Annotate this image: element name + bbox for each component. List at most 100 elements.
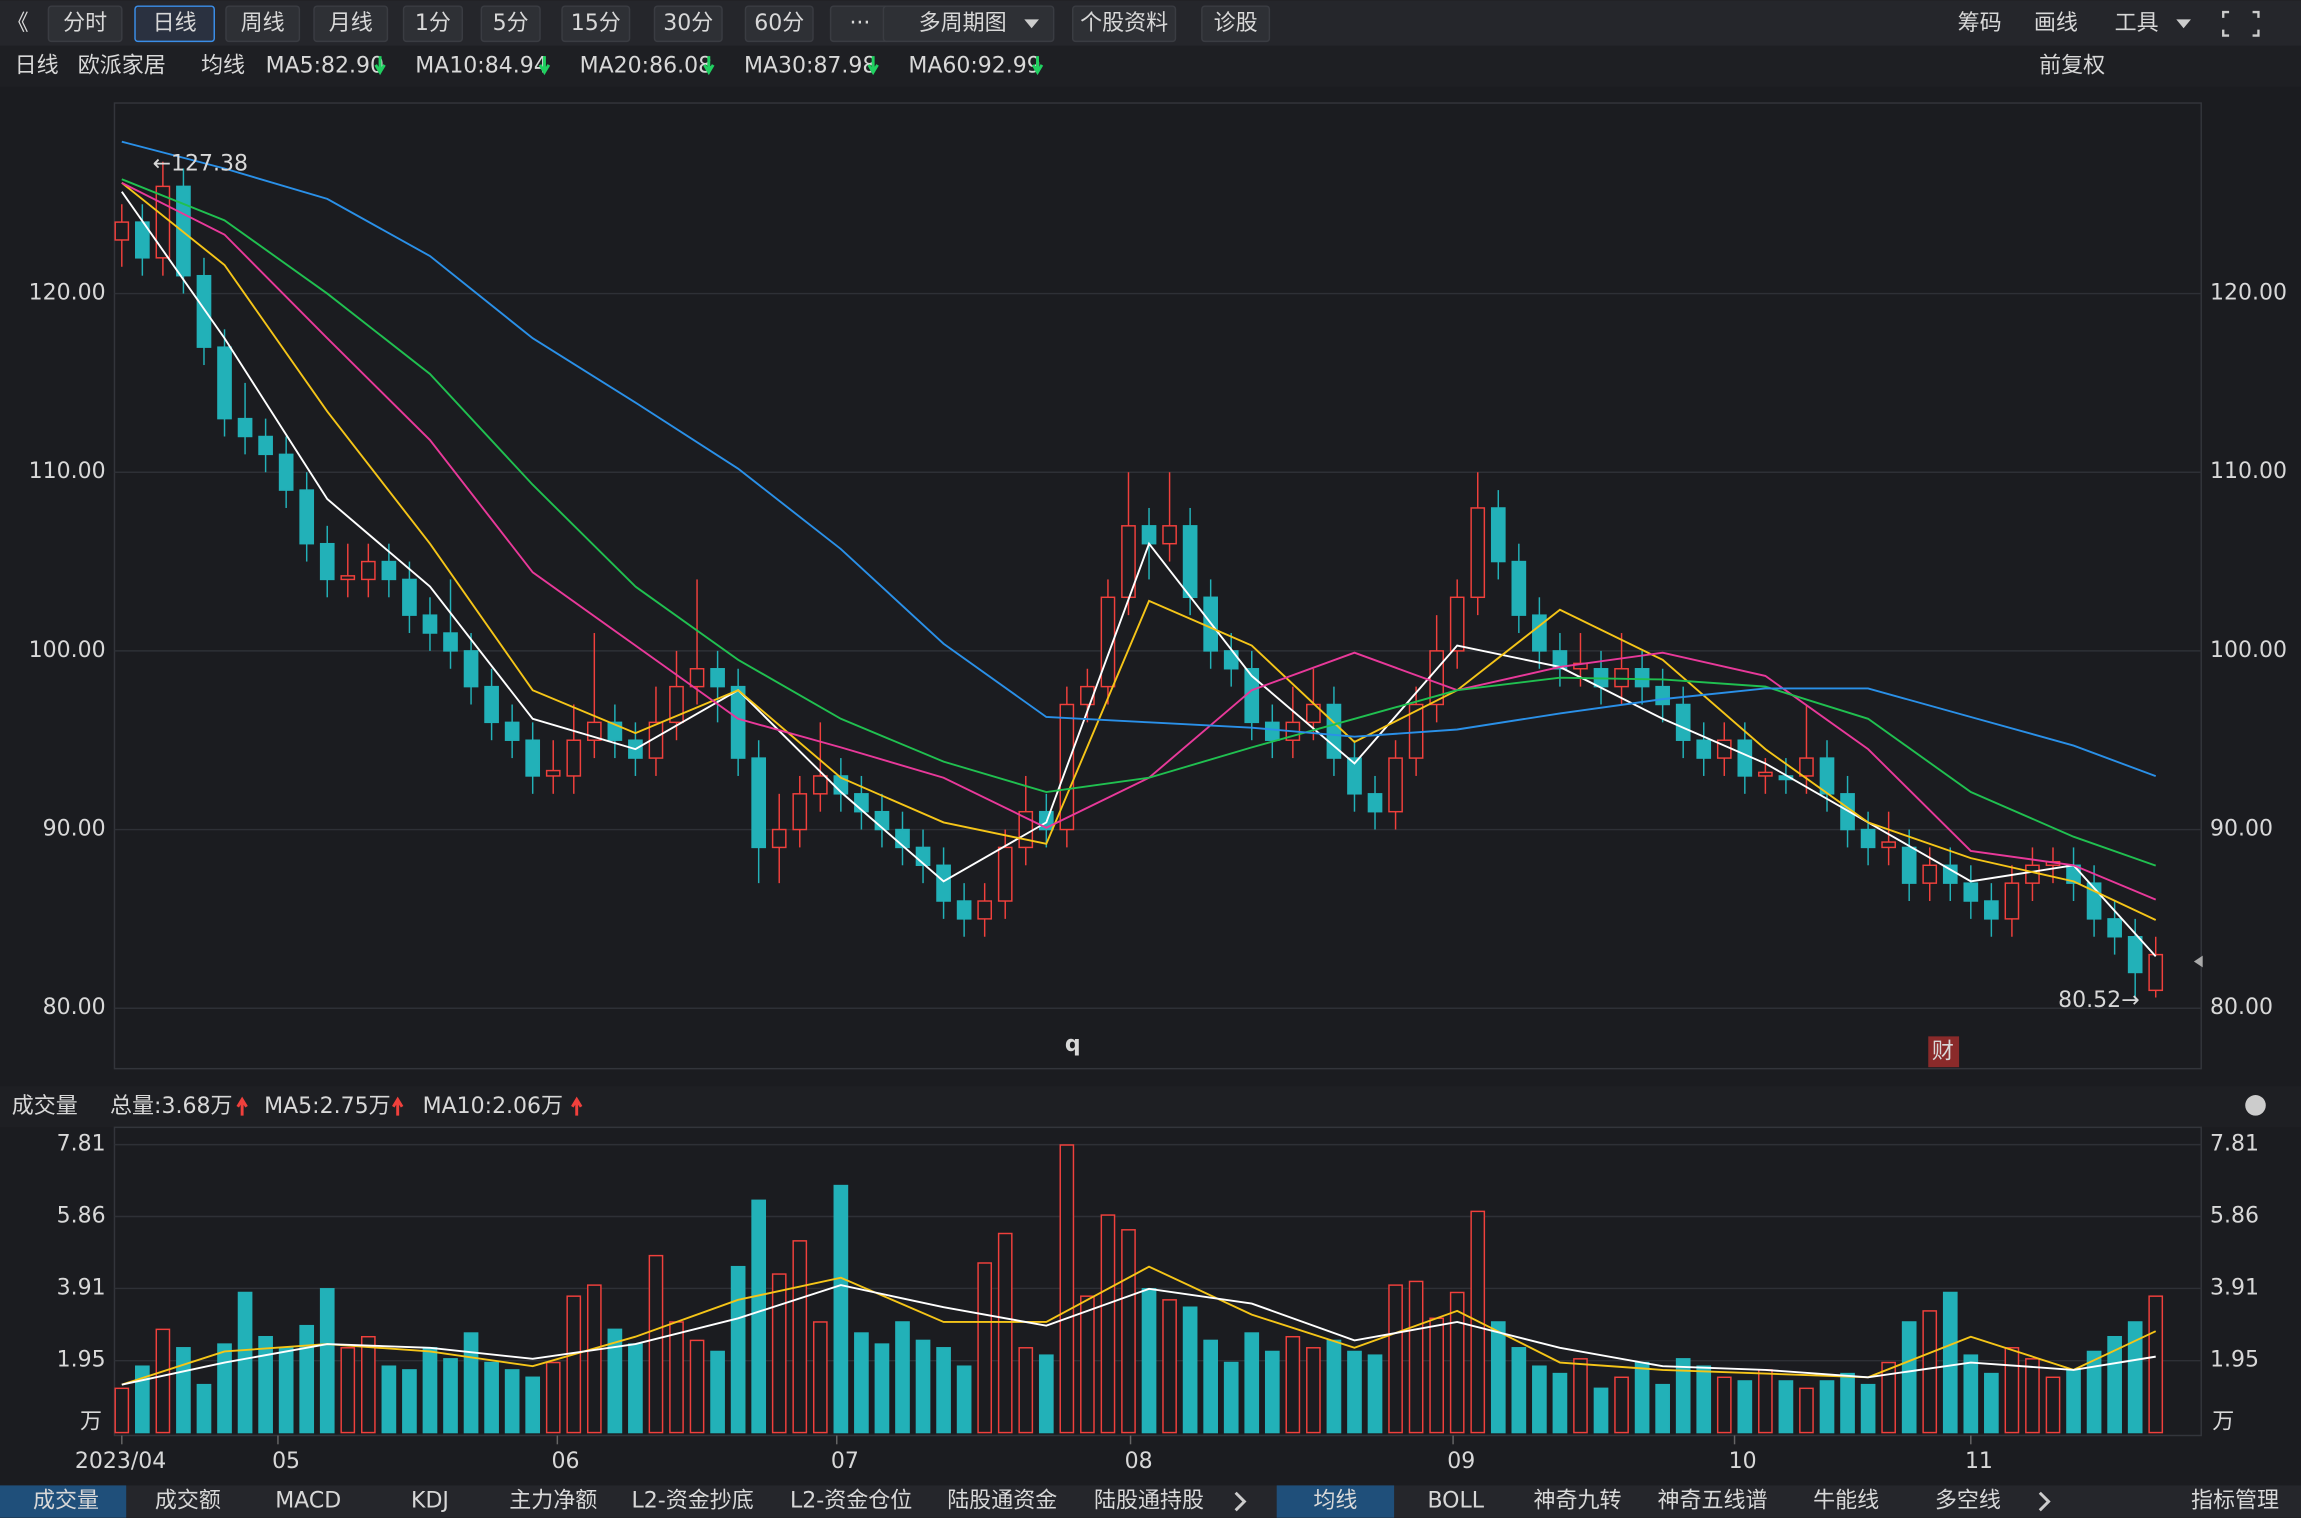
candle-body bbox=[1922, 864, 1938, 884]
volume-bar bbox=[463, 1332, 479, 1434]
candle-body bbox=[278, 453, 294, 491]
toolbar-label[interactable]: 个股资料 bbox=[1080, 11, 1168, 36]
volume-bar bbox=[648, 1254, 664, 1434]
toolbar-button[interactable] bbox=[47, 5, 123, 43]
volume-bar bbox=[1942, 1291, 1958, 1434]
toolbar-label[interactable]: 5分 bbox=[493, 11, 529, 36]
toolbar-button[interactable] bbox=[402, 5, 463, 43]
candle-body bbox=[1264, 721, 1280, 741]
toolbar-label[interactable]: 画线 bbox=[2034, 11, 2078, 36]
candle-body bbox=[730, 685, 746, 759]
toolbar-button[interactable] bbox=[1201, 5, 1271, 43]
candle-body bbox=[217, 346, 232, 420]
volume-bar bbox=[114, 1387, 130, 1434]
tab[interactable]: 成交额 bbox=[155, 1489, 221, 1514]
volume-bar bbox=[217, 1343, 232, 1434]
tab[interactable]: 神奇九转 bbox=[1534, 1489, 1622, 1514]
event-marker[interactable]: 财 bbox=[1932, 1039, 1954, 1064]
tab[interactable]: MACD bbox=[275, 1489, 341, 1514]
ma-line bbox=[121, 1265, 2157, 1386]
candle-body bbox=[997, 846, 1013, 902]
toolbar-button[interactable] bbox=[561, 5, 631, 43]
candle-body bbox=[2004, 882, 2020, 920]
tab[interactable]: 成交量 bbox=[33, 1489, 99, 1514]
toolbar-label[interactable]: 日线 bbox=[153, 11, 197, 36]
x-tick-label: 05 bbox=[272, 1449, 300, 1474]
toolbar-label[interactable]: 工具 bbox=[2115, 11, 2159, 36]
candle-body bbox=[545, 769, 561, 777]
tab[interactable]: 神奇五线谱 bbox=[1658, 1489, 1768, 1514]
toolbar-label[interactable]: 60分 bbox=[754, 11, 804, 36]
tab[interactable]: L2-资金仓位 bbox=[790, 1489, 912, 1514]
tab[interactable]: 均线 bbox=[1313, 1489, 1357, 1514]
tab[interactable]: 主力净额 bbox=[509, 1489, 597, 1514]
event-marker[interactable]: q bbox=[1065, 1032, 1081, 1057]
event-badge[interactable] bbox=[1928, 1036, 1960, 1068]
volume-bar bbox=[1716, 1376, 1732, 1434]
down-arrow bbox=[703, 56, 715, 76]
tab[interactable]: KDJ bbox=[411, 1489, 449, 1514]
tab-scroll[interactable] bbox=[2038, 1491, 2051, 1512]
tab[interactable]: 牛能线 bbox=[1813, 1489, 1879, 1514]
tab[interactable]: 多空线 bbox=[1935, 1489, 2001, 1514]
tab-scroll[interactable] bbox=[1234, 1491, 1247, 1512]
volume-bar bbox=[1388, 1284, 1403, 1434]
high-annotation: ←127.38 bbox=[153, 152, 248, 177]
tab[interactable]: 陆股通持股 bbox=[1094, 1489, 1204, 1514]
volume-bar bbox=[628, 1343, 643, 1434]
toolbar-label[interactable]: 分时 bbox=[63, 11, 107, 36]
volume-bar bbox=[1059, 1144, 1075, 1434]
legend-entry: MA10:2.06万 bbox=[423, 1094, 563, 1119]
candle-body bbox=[751, 757, 767, 849]
tab[interactable]: BOLL bbox=[1427, 1489, 1484, 1514]
volume-bar bbox=[196, 1383, 212, 1434]
candle-body bbox=[319, 542, 335, 581]
volume-bar bbox=[402, 1369, 417, 1434]
toolbar-label[interactable]: 诊股 bbox=[1214, 11, 1258, 36]
toolbar-label[interactable]: 周线 bbox=[241, 11, 285, 36]
tab-selected[interactable] bbox=[1276, 1485, 1395, 1518]
candle-body bbox=[1901, 846, 1917, 884]
candle-body bbox=[360, 560, 376, 581]
toolbar-label[interactable]: 1分 bbox=[415, 11, 451, 36]
tab[interactable]: 指标管理 bbox=[2191, 1489, 2279, 1514]
toolbar-button[interactable] bbox=[134, 5, 215, 43]
toolbar-label[interactable]: 多周期图 bbox=[919, 11, 1007, 36]
candle-body bbox=[422, 614, 438, 634]
toolbar-button[interactable] bbox=[882, 5, 1055, 43]
toolbar-label[interactable]: ··· bbox=[849, 11, 870, 36]
toolbar-button[interactable] bbox=[653, 5, 723, 43]
volume-bar bbox=[1162, 1299, 1177, 1434]
toolbar-button[interactable] bbox=[313, 5, 389, 43]
x-tick-label: 10 bbox=[1729, 1449, 1757, 1474]
toolbar-button[interactable] bbox=[744, 5, 814, 43]
toolbar-label[interactable]: 筹码 bbox=[1958, 11, 2002, 36]
adjust-label[interactable]: 前复权 bbox=[2039, 53, 2105, 78]
toolbar-label[interactable]: 《 bbox=[7, 11, 29, 36]
volume-bar bbox=[1100, 1214, 1116, 1434]
tab[interactable]: 陆股通资金 bbox=[947, 1489, 1057, 1514]
candle-body bbox=[402, 578, 417, 616]
candle-body bbox=[1347, 757, 1362, 795]
volume-bar bbox=[237, 1291, 253, 1434]
ma-line bbox=[121, 140, 2157, 778]
toolbar-label[interactable]: 30分 bbox=[663, 11, 713, 36]
volume-bar bbox=[545, 1361, 561, 1434]
tab[interactable]: L2-资金抄底 bbox=[632, 1489, 754, 1514]
y-tick-label: 5.86 bbox=[57, 1204, 106, 1229]
down-arrow bbox=[374, 56, 386, 76]
legend-entry: MA30:87.98 bbox=[744, 53, 876, 78]
tab-selected[interactable] bbox=[0, 1485, 127, 1518]
toolbar-label[interactable]: 月线 bbox=[329, 11, 373, 36]
volume-bar bbox=[1429, 1317, 1444, 1434]
down-arrow bbox=[1031, 56, 1044, 76]
volume-bar bbox=[422, 1347, 438, 1434]
toolbar-button[interactable] bbox=[1071, 5, 1177, 43]
toolbar-button[interactable] bbox=[480, 5, 541, 43]
candle-body bbox=[1634, 668, 1650, 688]
toolbar-label[interactable]: 15分 bbox=[571, 11, 621, 36]
toolbar-button[interactable] bbox=[225, 5, 301, 43]
y-tick-label: 5.86 bbox=[2210, 1204, 2259, 1229]
up-arrow bbox=[236, 1096, 248, 1116]
volume-bar bbox=[812, 1321, 828, 1434]
